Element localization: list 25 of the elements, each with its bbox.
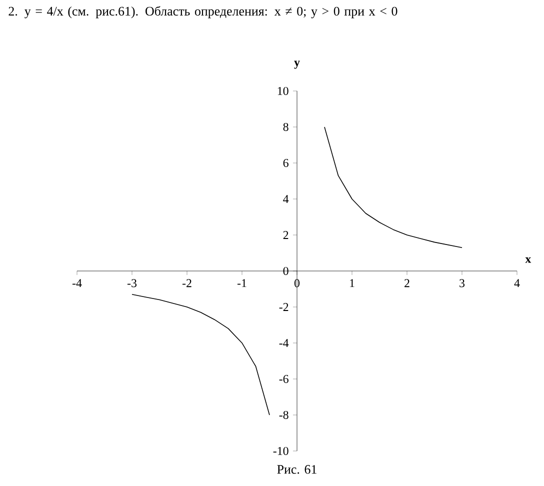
y-tick-label: 0 xyxy=(283,266,288,276)
y-axis-title: y xyxy=(294,60,300,69)
y-tick-label: -2 xyxy=(279,303,288,311)
x-tick-label: 0 xyxy=(294,279,300,288)
y-tick-label: 10 xyxy=(278,86,288,96)
x-tick-label: 4 xyxy=(514,279,520,288)
x-axis-title: x xyxy=(525,257,532,263)
x-tick-label: 1 xyxy=(350,279,354,288)
y-tick-label: 6 xyxy=(283,158,288,167)
y-tick-label: -8 xyxy=(279,410,288,420)
y-tick-label: 8 xyxy=(283,122,288,132)
y-tick-label: -4 xyxy=(279,339,289,347)
x-tick-label: -2 xyxy=(182,279,192,288)
x-tick-label: -1 xyxy=(237,279,246,288)
x-tick-label: 2 xyxy=(404,279,410,288)
y-tick-label: -10 xyxy=(273,446,288,456)
text: Рис. 61 xyxy=(277,465,316,474)
x-tick-label: 3 xyxy=(460,279,465,288)
chart-title: 2. y = 4/x (см. рис.61). Область определения: x ≠ 0; y > 0 при x < 0 xyxy=(8,6,398,18)
y-tick-label: -6 xyxy=(279,374,288,383)
x-tick-label: -4 xyxy=(72,279,82,288)
x-tick-label: -3 xyxy=(127,279,137,288)
y-tick-label: 2 xyxy=(283,231,288,239)
y-tick-label: 4 xyxy=(283,195,289,203)
line-series xyxy=(132,294,270,416)
